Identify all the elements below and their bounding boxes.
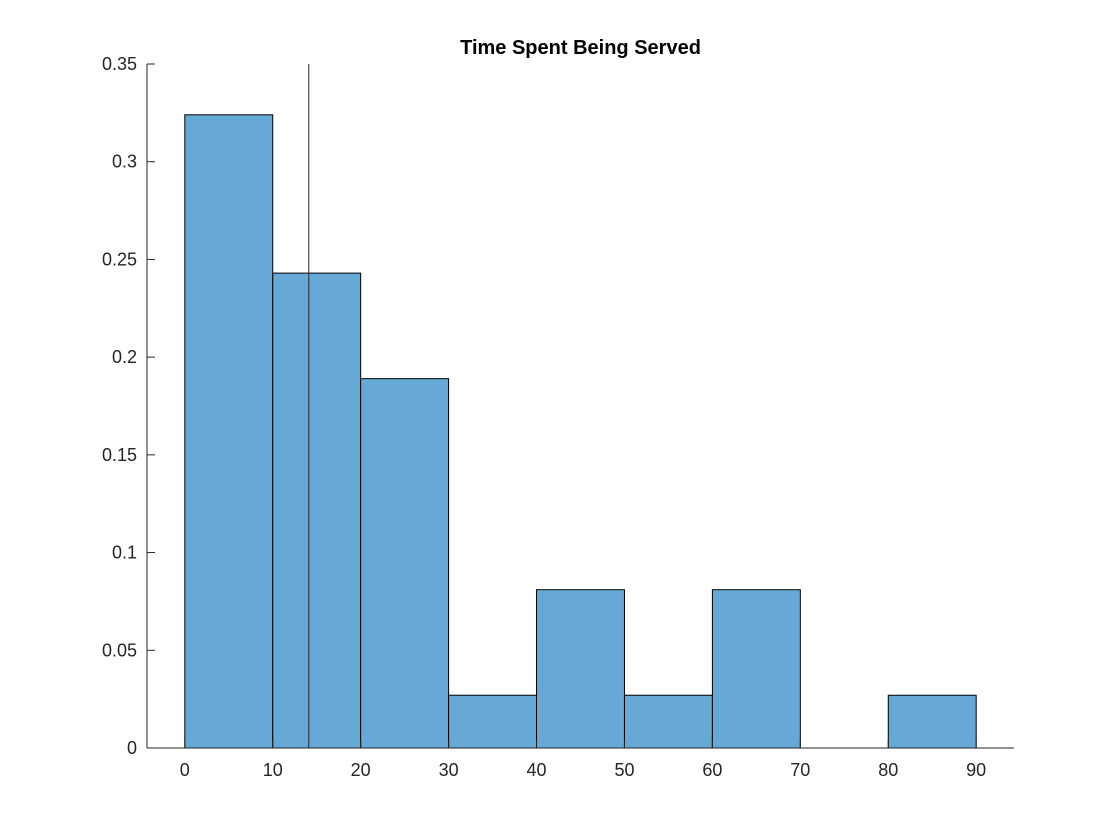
y-tick-label: 0 — [127, 738, 137, 758]
x-tick-label: 0 — [180, 760, 190, 780]
x-ticks-group: 0 10 20 30 40 50 60 70 80 90 — [180, 740, 986, 780]
x-tick-label: 70 — [790, 760, 810, 780]
histogram-bar-50-60 — [623, 694, 713, 749]
x-tick-label: 90 — [966, 760, 986, 780]
y-tick-label: 0.25 — [102, 249, 137, 269]
histogram-bar-10-20 — [272, 272, 362, 749]
axes-group — [146, 64, 1014, 749]
x-tick-label: 10 — [263, 760, 283, 780]
histogram-bar-80-90 — [887, 694, 977, 749]
x-tick-label: 40 — [527, 760, 547, 780]
y-tick-label: 0.1 — [112, 543, 137, 563]
y-ticks-group: 0 0.05 0.1 0.15 0.2 0.25 0.3 0.35 — [102, 54, 155, 758]
histogram-bar-20-30 — [360, 378, 450, 749]
y-tick-label: 0.35 — [102, 54, 137, 74]
bars-group — [184, 114, 977, 749]
y-tick-label: 0.15 — [102, 445, 137, 465]
y-tick-label: 0.2 — [112, 347, 137, 367]
histogram-bar-60-70 — [711, 589, 801, 749]
y-tick-label: 0.05 — [102, 640, 137, 660]
histogram-bar-40-50 — [536, 589, 625, 749]
x-tick-label: 80 — [878, 760, 898, 780]
x-tick-label: 20 — [351, 760, 371, 780]
y-tick-label: 0.3 — [112, 152, 137, 172]
x-tick-label: 60 — [702, 760, 722, 780]
x-tick-label: 50 — [614, 760, 634, 780]
x-tick-label: 30 — [439, 760, 459, 780]
histogram-bar-0-10 — [184, 114, 274, 749]
chart-title: Time Spent Being Served — [460, 37, 701, 59]
histogram-bar-30-40 — [448, 694, 538, 749]
